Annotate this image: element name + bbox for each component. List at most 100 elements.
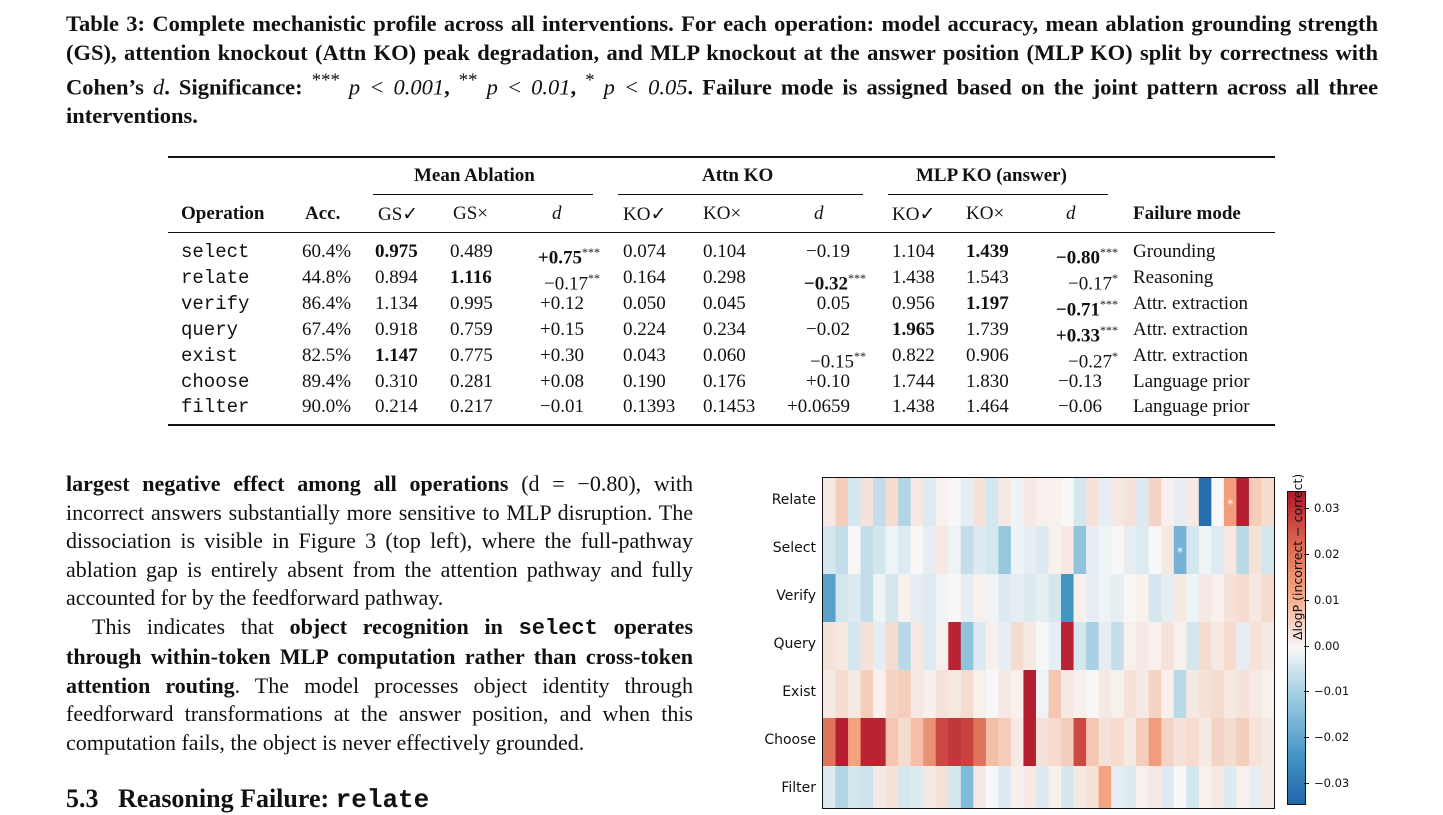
table-value-gs_x: 0.489	[450, 241, 493, 262]
heatmap-cell	[885, 622, 899, 670]
heatmap-cell	[1035, 478, 1050, 526]
col-header-mlp-d: d	[1066, 203, 1076, 224]
table-value-op: exist	[181, 345, 239, 367]
p1-rest: (d = −0.80), with incorrect answers subs…	[66, 471, 693, 610]
heatmap-cell	[1035, 526, 1050, 574]
heatmap-cell	[1010, 718, 1025, 766]
colorbar-tick-label: 0.01	[1314, 593, 1340, 607]
heatmap-cell	[1236, 478, 1250, 526]
heatmap-cell	[848, 718, 862, 766]
heatmap-cell	[948, 670, 962, 718]
table-cell-mlp_c: 1.744	[892, 371, 935, 393]
table-cell-gs_x: 0.759	[450, 319, 493, 341]
table-value-op: relate	[181, 267, 250, 289]
table-cell-gs_x: 1.116	[450, 267, 492, 289]
heatmap-cell	[1211, 670, 1225, 718]
table-cell-mlp_c: 1.965	[892, 319, 935, 341]
heatmap-cell	[1211, 622, 1225, 670]
table-value-mode: Attr. extraction	[1133, 345, 1249, 366]
table-value-gs_c: 0.214	[375, 396, 418, 417]
heatmap-cell	[1198, 478, 1212, 526]
table-value-mode: Language prior	[1133, 396, 1250, 417]
heatmap-cell	[1010, 526, 1025, 574]
heatmap-cell	[923, 526, 937, 574]
colorbar-tick-label: 0.00	[1314, 639, 1340, 653]
table-value-mode: Attr. extraction	[1133, 293, 1249, 314]
heatmap-cell	[835, 574, 849, 622]
table-value-ko_x: 0.060	[703, 345, 746, 366]
table-cell-ko_c: 0.074	[623, 241, 666, 263]
heatmap-cell	[1048, 622, 1062, 670]
col-header-acc: Acc.	[305, 203, 341, 224]
table-value-mode: Attr. extraction	[1133, 319, 1249, 340]
heatmap-cell	[935, 766, 949, 808]
heatmap-cell	[1123, 574, 1137, 622]
heatmap-cell	[1073, 526, 1087, 574]
heatmap-cell	[1098, 478, 1112, 526]
table-cell-op: choose	[181, 371, 249, 393]
heatmap-cell	[1048, 526, 1062, 574]
col-header-gs-incorrect: GS×	[453, 203, 489, 224]
caption-label: Table 3:	[66, 11, 146, 36]
heatmap-cell	[1148, 670, 1162, 718]
heatmap-cell	[1186, 766, 1200, 808]
heatmap-cell	[1148, 478, 1162, 526]
heatmap-cell	[1098, 574, 1112, 622]
table-cell-ko_x: 0.104	[703, 241, 746, 263]
table-value-mlp_c: 1.438	[892, 267, 935, 288]
heatmap-cell	[823, 622, 837, 670]
heatmap-cell	[1123, 526, 1137, 574]
heatmap-cell	[860, 766, 874, 808]
col-header-mlp-incorrect: KO×	[966, 203, 1005, 224]
table-value-gs_d: +0.30	[540, 345, 584, 366]
col-header-gs-correct: GS✓	[378, 204, 419, 225]
heatmap-cell	[1236, 718, 1250, 766]
heatmap-row-label: Choose	[764, 732, 816, 748]
p2-rest: . The model processes object identity th…	[66, 672, 693, 755]
col-header-failure-mode: Failure mode	[1133, 203, 1241, 224]
heatmap-cell	[1048, 574, 1062, 622]
table-cell-mlp_d: +0.33***	[1056, 319, 1118, 347]
heatmap-cell	[1010, 766, 1025, 808]
table-value-ko_c: 0.190	[623, 371, 666, 392]
heatmap-cell	[985, 526, 999, 574]
table-significance: ***	[848, 271, 866, 285]
heatmap-cell	[1111, 574, 1125, 622]
heatmap-cell	[960, 718, 974, 766]
col-header-ko-d: d	[814, 203, 824, 224]
colorbar-tick: −0.03	[1303, 776, 1349, 790]
table-significance: ***	[1100, 245, 1118, 259]
heatmap-cell	[985, 766, 999, 808]
heatmap-cell	[1111, 478, 1125, 526]
table-cell-acc: 86.4%	[302, 293, 351, 315]
heatmap-cell	[985, 670, 999, 718]
colorbar-tick: 0.00	[1304, 639, 1340, 653]
heatmap-cell	[1073, 478, 1087, 526]
table-cell-ko_x: 0.045	[703, 293, 746, 315]
heatmap-cell	[1061, 526, 1075, 574]
table-cell-mode: Grounding	[1133, 241, 1215, 263]
heatmap-cell	[1148, 574, 1162, 622]
heatmap-cell	[910, 670, 924, 718]
colorbar-tick-label: −0.01	[1314, 684, 1350, 698]
heatmap-cell	[1111, 622, 1125, 670]
table-value-acc: 82.5%	[302, 345, 352, 366]
heatmap-cell	[1198, 766, 1212, 808]
heatmap-cell	[885, 574, 899, 622]
heatmap-cell	[1073, 574, 1087, 622]
heatmap-cell	[1148, 526, 1162, 574]
table-value-mlp_d: −0.71	[1055, 299, 1100, 321]
table-cell-ko_d: 0.05	[817, 293, 866, 315]
heatmap-cell	[1061, 574, 1075, 622]
table-cell-op: relate	[181, 267, 249, 289]
table-cell-gs_x: 0.995	[450, 293, 493, 315]
table-caption: Table 3: Complete mechanistic profile ac…	[66, 11, 1379, 128]
heatmap-cell	[1123, 622, 1137, 670]
significance-star: *	[1227, 497, 1233, 511]
heatmap-cell	[860, 574, 874, 622]
heatmap-cell	[1061, 718, 1075, 766]
heatmap-cell	[1136, 574, 1150, 622]
heatmap-cell	[973, 526, 987, 574]
table-value-mlp_x: 1.543	[966, 267, 1009, 288]
heatmap-cell	[1248, 574, 1263, 622]
